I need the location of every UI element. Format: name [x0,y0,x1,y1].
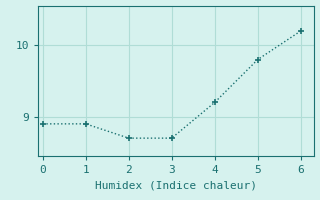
X-axis label: Humidex (Indice chaleur): Humidex (Indice chaleur) [95,181,257,191]
